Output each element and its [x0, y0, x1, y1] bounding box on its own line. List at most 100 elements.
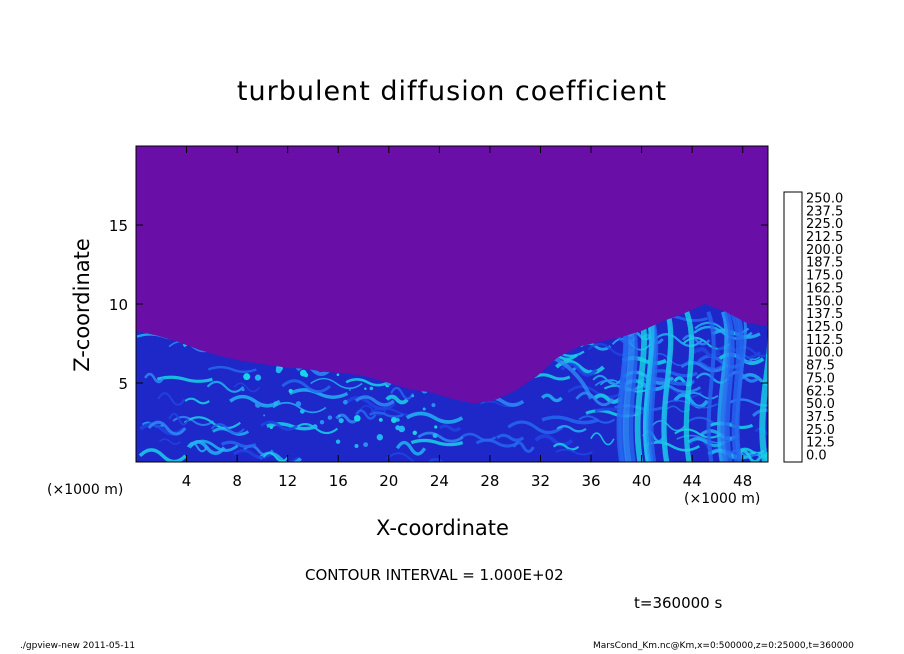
eddy-spot — [378, 417, 383, 422]
eddy — [681, 334, 711, 346]
eddy — [385, 394, 409, 405]
eddy-spot — [434, 425, 438, 429]
eddy — [345, 378, 390, 387]
colorbar-label: 12.5 — [806, 436, 835, 451]
eddy — [475, 438, 519, 448]
colorbar-label: 250.0 — [806, 191, 843, 206]
colorbar-label: 200.0 — [806, 243, 843, 258]
eddy-spot — [312, 424, 318, 430]
plume — [706, 311, 716, 462]
eddy — [233, 382, 261, 393]
x-tick-label: 32 — [531, 472, 550, 490]
eddy — [556, 425, 587, 433]
eddy — [386, 452, 434, 462]
eddy — [727, 370, 761, 383]
eddy-spot — [431, 403, 436, 408]
x-tick-label: 40 — [632, 472, 651, 490]
x-axis-unit-left: (×1000 m) — [47, 482, 124, 498]
eddy-spot — [390, 416, 397, 423]
footer-right: MarsCond_Km.nc@Km,x=0:500000,z=0:25000,t… — [593, 641, 854, 651]
eddy-spot — [263, 414, 266, 417]
contour-interval-note: CONTOUR INTERVAL = 1.000E+02 — [305, 566, 564, 584]
eddy-spot — [299, 408, 305, 414]
eddy — [541, 393, 563, 403]
eddy-spot — [319, 419, 325, 425]
plume — [759, 311, 768, 462]
y-tick-label: 5 — [118, 375, 128, 393]
eddy — [590, 432, 615, 446]
plume — [683, 311, 695, 462]
eddy — [355, 409, 377, 420]
eddy-spot — [432, 433, 438, 439]
eddy — [495, 433, 525, 442]
eddy — [533, 373, 571, 381]
x-tick-label: 28 — [480, 472, 499, 490]
eddy — [653, 333, 704, 348]
eddy — [369, 411, 404, 419]
colorbar-label: 112.5 — [806, 333, 843, 348]
colorbar-label: 50.0 — [806, 397, 835, 412]
eddy — [229, 394, 281, 408]
eddy — [272, 401, 327, 414]
eddy-spot — [254, 374, 262, 381]
eddy-spot — [348, 388, 351, 391]
colorbar-frame — [783, 191, 803, 463]
y-tick-label: 10 — [109, 296, 128, 314]
eddy — [507, 420, 564, 435]
eddy — [410, 438, 464, 447]
eddy — [168, 412, 190, 426]
eddy — [354, 395, 395, 407]
eddy — [738, 373, 768, 387]
eddy — [232, 448, 272, 460]
plume — [734, 311, 745, 462]
colorbar-label: 212.5 — [806, 230, 843, 245]
eddy — [555, 448, 593, 456]
colorbar-label: 0.0 — [806, 449, 827, 464]
colorbar-label: 62.5 — [806, 384, 835, 399]
eddy — [210, 423, 245, 435]
eddy — [552, 442, 580, 451]
eddy-spot — [336, 439, 339, 442]
eddy — [680, 361, 726, 373]
colorbar-label: 175.0 — [806, 269, 843, 284]
eddy — [281, 379, 332, 394]
eddy — [592, 393, 622, 404]
eddy — [405, 411, 464, 424]
eddy-spot — [275, 367, 282, 374]
eddy — [288, 388, 349, 399]
eddy — [685, 391, 719, 400]
x-tick-label: 4 — [182, 472, 192, 490]
eddy-spot — [412, 430, 418, 436]
x-tick-label: 24 — [430, 472, 449, 490]
colorbar-label: 162.5 — [806, 281, 843, 296]
eddy-spot — [369, 386, 374, 391]
eddy-spot — [411, 394, 415, 398]
colorbar-label: 150.0 — [806, 294, 843, 309]
x-tick-label: 48 — [733, 472, 752, 490]
eddy — [158, 438, 182, 445]
x-tick-label: 36 — [581, 472, 600, 490]
y-tick-label: 15 — [109, 217, 128, 235]
eddy-spot — [288, 388, 293, 394]
time-note: t=360000 s — [634, 594, 723, 612]
eddy — [763, 446, 768, 455]
colorbar-label: 100.0 — [806, 346, 843, 361]
eddy-spot — [354, 444, 359, 449]
x-tick-label: 12 — [278, 472, 297, 490]
eddy — [138, 448, 187, 462]
plume — [720, 311, 731, 462]
eddy — [156, 375, 213, 383]
eddy — [220, 440, 257, 449]
eddy — [144, 372, 165, 384]
y-axis-label: Z-coordinate — [70, 238, 94, 372]
eddy-spot — [273, 401, 279, 407]
eddy — [206, 380, 245, 393]
eddy — [184, 397, 210, 405]
colorbar-label: 37.5 — [806, 410, 835, 425]
eddy-spot — [327, 415, 333, 420]
colorbar-label: 125.0 — [806, 320, 843, 335]
eddy — [709, 421, 754, 430]
eddy — [395, 440, 427, 456]
eddy-spot — [338, 414, 341, 418]
eddy-spot — [422, 407, 426, 411]
